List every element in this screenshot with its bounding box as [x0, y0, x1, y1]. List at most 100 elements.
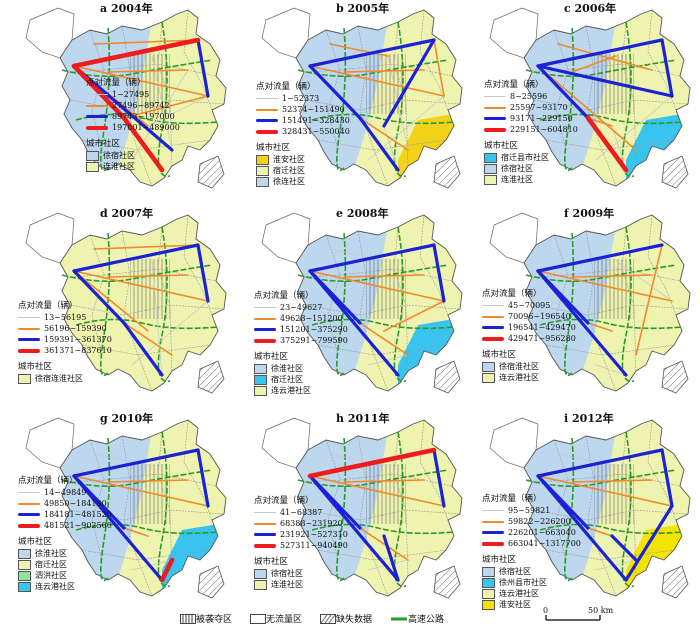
flow-class-item: 49628~151200: [254, 313, 348, 324]
flow-line-swatch-icon: [482, 531, 504, 534]
community-label: 连淮社区: [103, 162, 135, 171]
flow-line-class-2: [73, 270, 149, 332]
community-label: 徐淮社区: [271, 364, 303, 373]
flow-line-swatch-icon: [482, 326, 504, 329]
expressway-line: [336, 232, 347, 376]
flow-line-class-4: [71, 37, 201, 69]
community-label: 宿迁社区: [273, 166, 305, 175]
map-panel-1: a 2004年 点对流量（辆） 1~27495 27496~89742 89743~19…: [12, 0, 238, 206]
flow-line-swatch-icon: [86, 104, 108, 107]
flow-line-class-2: [123, 95, 209, 119]
community-swatch-icon: [86, 150, 99, 161]
expressway-line: [336, 27, 347, 171]
panel-title: d 2007年: [100, 207, 154, 220]
flow-line-class-1: [329, 248, 389, 262]
flow-class-item: 328431~550040: [256, 126, 350, 137]
missing-data-area: [197, 155, 225, 189]
community-item: 宿迁社区: [254, 374, 348, 385]
community-item: 徐连社区: [256, 176, 350, 187]
flow-class-item: 184181~481520: [18, 509, 112, 520]
legend-missing-data: 缺失数据: [320, 612, 372, 625]
missing-data-area: [433, 155, 461, 189]
flow-class-item: 23~49627: [254, 302, 348, 313]
flow-class-label: 197001~489000: [112, 123, 180, 132]
flow-legend: 点对流量（辆） 95~59821 59822~226200 226201~663040…: [482, 494, 581, 610]
community-legend-header: 城市社区: [482, 555, 517, 565]
expressway-line: [311, 318, 455, 330]
community-legend-header: 城市社区: [18, 537, 53, 547]
community-swatch-icon: [18, 373, 31, 384]
flow-legend: 点对流量（辆） 45~70095 70096~196540 196541~429470…: [482, 289, 576, 383]
flow-line-class-1: [615, 260, 673, 302]
expressway-line: [61, 469, 213, 488]
flow-line-swatch-icon: [254, 338, 276, 343]
community-item: 宿迁社区: [18, 559, 112, 570]
flow-legend: 点对流量（辆） 8~25596 25597~93170 93171~229150 229…: [484, 80, 578, 185]
legend-label: 高速公路: [408, 615, 445, 625]
missing-data-area: [197, 565, 225, 599]
flow-line-class-2: [309, 65, 445, 97]
flow-line-swatch-icon: [482, 510, 504, 511]
community-swatch-icon: [256, 154, 269, 165]
community-item: 连云港社区: [254, 385, 348, 396]
flow-class-item: 89743~197000: [86, 111, 180, 122]
expressway-line: [157, 21, 171, 177]
blank-swatch-icon: [250, 613, 267, 624]
flow-class-label: 231921~527310: [280, 530, 348, 539]
flow-class-label: 375291~799590: [280, 336, 348, 345]
map-panel-7: g 2010年 点对流量（辆） 14~49849 49850~184180 184181…: [12, 410, 238, 616]
flow-line-class-2: [635, 244, 663, 356]
map-panel-5: e 2008年 点对流量（辆） 23~49627 49628~151200 151201…: [248, 205, 474, 411]
flow-map: [25, 417, 227, 599]
flow-line-class-2: [107, 69, 189, 73]
flow-class-label: 70096~196540: [508, 312, 571, 321]
flow-line-class-3: [308, 243, 436, 273]
flow-line-class-3: [308, 38, 436, 68]
community-label: 徐州县市社区: [499, 578, 547, 587]
community-swatch-icon: [256, 176, 269, 187]
flow-line-class-3: [308, 269, 362, 325]
panel-title: h 2011年: [336, 412, 390, 425]
expressway-line: [564, 27, 575, 171]
flow-line-class-2: [571, 274, 653, 278]
flow-legend: 点对流量（辆） 1~27495 27496~89742 89743~197000 197…: [86, 78, 180, 172]
flow-class-label: 151201~375290: [280, 325, 348, 334]
flow-line-swatch-icon: [18, 338, 40, 341]
flow-line-class-3: [610, 534, 638, 562]
legend-no-flow: 无流量区: [250, 612, 302, 625]
flow-line-class-1: [151, 260, 163, 376]
expressway-line: [297, 469, 449, 488]
panel-title: e 2008年: [336, 207, 389, 220]
flow-class-label: 226201~663040: [508, 528, 576, 537]
flow-line-swatch-icon: [254, 328, 276, 331]
legend-expressway: 高速公路: [390, 612, 444, 625]
flow-legend-header: 点对流量（辆）: [254, 496, 314, 506]
community-item: 徐淮社区: [18, 548, 112, 559]
community-label: 徐宿淮社区: [499, 362, 539, 371]
flow-class-label: 52374~151490: [282, 105, 345, 114]
community-swatch-icon: [18, 559, 31, 570]
missing-data-area: [197, 360, 225, 394]
map-panel-2: b 2005年 点对流量（辆） 1~52373 52374~151490 151491~…: [248, 0, 474, 206]
flow-line-class-3: [72, 474, 126, 530]
flow-line-class-3: [196, 38, 210, 98]
community-swatch-icon: [254, 568, 267, 579]
panel-title: g 2010年: [100, 412, 154, 425]
community-swatch-icon: [482, 588, 495, 599]
community-label: 淮安社区: [273, 155, 305, 164]
flow-line-class-3: [536, 243, 664, 273]
flow-line-swatch-icon: [86, 125, 108, 130]
legend-label: 无流量区: [266, 615, 303, 625]
expressway-line: [75, 318, 219, 330]
flow-line-class-3: [536, 474, 590, 530]
flow-line-class-3: [536, 64, 590, 120]
flow-line-swatch-icon: [484, 127, 506, 132]
legend-captured-area: 被袭夺区: [180, 612, 232, 625]
scale-bar-icon: [545, 615, 601, 621]
flow-line-class-3: [122, 321, 164, 377]
community-swatch-icon: [484, 163, 497, 174]
flow-line-class-1: [147, 95, 209, 127]
expressway-line: [297, 264, 449, 283]
scale-zero: 0: [543, 606, 549, 615]
flow-line-swatch-icon: [256, 108, 278, 111]
